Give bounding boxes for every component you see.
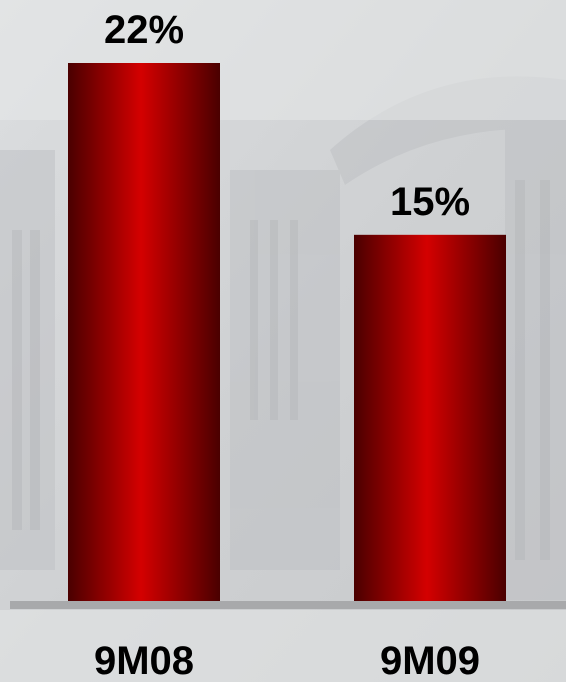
category-label-9m08: 9M08 [94, 639, 194, 682]
bar-9m09 [354, 234, 506, 603]
category-label-9m09: 9M09 [380, 639, 480, 682]
bar-9m08 [68, 63, 220, 603]
value-label-9m09: 15% [390, 180, 470, 224]
value-label-9m08: 22% [104, 8, 184, 52]
x-axis-baseline [10, 601, 566, 609]
